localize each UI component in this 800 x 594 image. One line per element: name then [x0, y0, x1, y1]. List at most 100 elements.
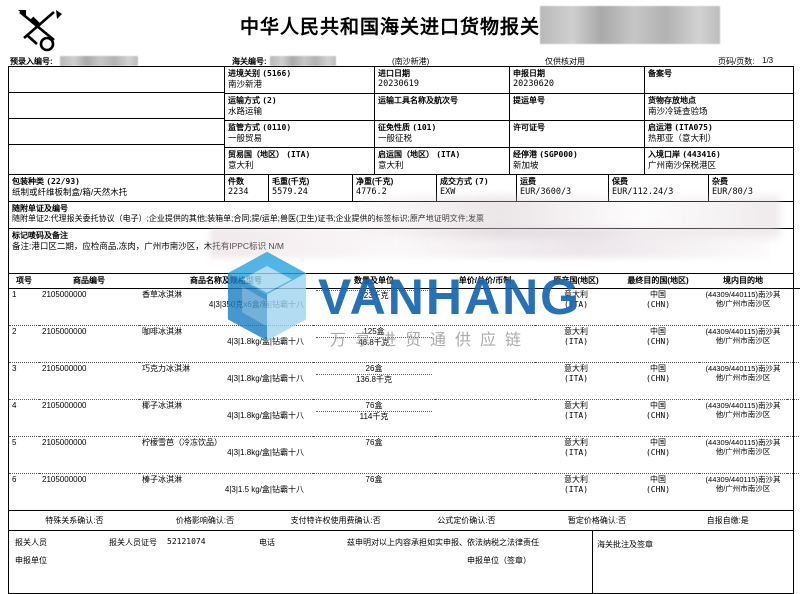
- title-redaction-block: [540, 6, 720, 44]
- col-quantity: 数量及单位: [313, 274, 435, 289]
- sub-header-line: 预录入编号: 海关编号: (南沙新港) 仅供核对用 页码/页数: 1/3: [0, 56, 800, 72]
- insurance-label: 保费: [612, 177, 628, 186]
- cell-exemption: 照章征税(1): [787, 436, 800, 474]
- cell-price: [435, 362, 535, 400]
- misc-charges-cell: 杂费 EUR/80/3: [709, 175, 793, 201]
- net-weight-value: 4776.2: [356, 187, 387, 197]
- declare-date-value: 20230620: [513, 79, 554, 89]
- cell-item-no: 5: [9, 436, 39, 474]
- cell-final-dest: 中国 (CHN): [645, 475, 671, 494]
- trade-country-cell: 贸易国（地区） (ITA) 意大利: [225, 148, 375, 174]
- page-label: 页码/页数:: [718, 57, 755, 66]
- attached-docs-value: 随附单证2:代理报关委托协议（电子）;企业提供的其他;装箱单;合同;提/运单;兽…: [12, 214, 484, 223]
- transit-port-code: (SGP000): [539, 150, 578, 159]
- cell-exemption: 照章征税(1): [787, 362, 800, 400]
- license-no-cell: 许可证号: [510, 121, 645, 147]
- vessel-label: 运输工具名称及航次号: [378, 96, 458, 105]
- pack-type-cell: 包装种类 (22/93) 纸制或纤维板制盒/箱/天然木托: [9, 175, 225, 201]
- cell-quantity: 223千克: [313, 288, 435, 326]
- customs-no-redaction: [270, 56, 336, 66]
- cell-exemption: 照章征税(1): [787, 474, 800, 511]
- cell-origin: 意大利 (ITA): [535, 325, 617, 363]
- cell-quantity: 125盒 46.8千克: [313, 325, 435, 363]
- attached-docs-label: 随附单证及编号: [12, 204, 68, 213]
- entry-port-value: 南沙新港: [228, 79, 263, 89]
- port-note: (南沙新港): [392, 57, 430, 66]
- levy-code: (101): [412, 123, 437, 132]
- import-date-cell: 进口日期 20230619: [375, 67, 510, 93]
- vessel-name-cell: 运输工具名称及航次号: [375, 94, 510, 120]
- transport-mode-value: 水路运输: [228, 106, 263, 116]
- pack-type-code: (22/93): [46, 177, 80, 186]
- cell-price: [435, 474, 535, 511]
- trade-term-label: 成交方式: [440, 177, 472, 186]
- items-header-row: 项号 商品编号 商品名称及规格型号 数量及单位 单价/总价/币制 原产国(地区)…: [9, 274, 800, 289]
- trade-term-cell: 成交方式 (7) EXW: [437, 175, 517, 201]
- cell-final-dest: 中国 (CHN): [617, 399, 699, 437]
- items-table-row: 项号 商品编号 商品名称及规格型号 数量及单位 单价/总价/币制 原产国(地区)…: [9, 274, 800, 511]
- trade-term-value: EXW: [440, 187, 456, 197]
- confirmations-row: 特殊关系确认:否 价格影响确认:否 支付特许权使用费确认:否 公式定价确认:否 …: [9, 511, 793, 531]
- storage-value: 南沙冷链查验场: [648, 106, 708, 116]
- title-bar: 中华人民共和国海关进口货物报关单: [0, 0, 800, 58]
- marks-remarks-cell: 标记唛码及备注 备注:港口区二期，应检商品,冻肉，广州市南沙区，木托有IPPC标…: [9, 229, 793, 273]
- cell-quantity: 76盒: [365, 475, 383, 484]
- entry-port-label: 进境关别: [228, 69, 260, 78]
- cell-item-no: 2: [9, 325, 39, 363]
- header-row-2: 运输方式 (2) 水路运输 运输工具名称及航次号 提运单号 货物存放地点: [225, 94, 793, 121]
- transport-mode-code: (2): [262, 96, 277, 105]
- transport-mode-cell: 运输方式 (2) 水路运输: [225, 94, 375, 120]
- cell-price: [435, 325, 535, 363]
- watermark-blur-band-top: [360, 196, 780, 238]
- packages-label: 件数: [228, 177, 244, 186]
- declaration-unit-label: 申报单位: [15, 556, 47, 565]
- cell-item-no: 4: [9, 399, 39, 437]
- transit-port-label: 经停港: [513, 150, 537, 159]
- cell-price: [435, 436, 535, 474]
- pack-type-value: 纸制或纤维板制盒/箱/天然木托: [12, 187, 128, 197]
- declarant-id-value: 52121074: [167, 537, 206, 546]
- trade-country-code: (ITA): [286, 150, 311, 159]
- table-row: 4 2105000000 椰子冰淇淋 4|3|1.8kg/盒|钻霸十八 76盒 114千克…: [9, 399, 800, 437]
- cell-goods-name: 咖啡冰淇淋 4|3|1.8kg/盒|钻霸十八: [139, 325, 313, 363]
- depart-country-label: 启运国（地区）: [378, 150, 434, 159]
- insurance-value: EUR/112.24/3: [612, 187, 674, 197]
- cell-hs-code: 2105000000: [39, 288, 139, 326]
- items-table-cell: 项号 商品编号 商品名称及规格型号 数量及单位 单价/总价/币制 原产国(地区)…: [9, 274, 800, 510]
- marks-remarks-row: 标记唛码及备注 备注:港口区二期，应检商品,冻肉，广州市南沙区，木托有IPPC标…: [9, 229, 793, 274]
- attached-docs-cell: 随附单证及编号 随附单证2:代理报关委托协议（电子）;企业提供的其他;装箱单;合…: [9, 202, 793, 228]
- production-unit-field: [9, 119, 224, 145]
- confirm-special-relation: 特殊关系确认:否: [45, 516, 104, 525]
- entry-customs-label: 入境口岸: [648, 150, 680, 159]
- net-weight-cell: 净重(千克) 4776.2: [353, 175, 437, 201]
- supervision-code: (0110): [262, 123, 292, 132]
- cell-origin: 意大利 (ITA): [535, 436, 617, 474]
- page-title: 中华人民共和国海关进口货物报关单: [239, 16, 560, 38]
- cell-price: [435, 288, 535, 326]
- levy-nature-cell: 征免性质 (101) 一般征税: [375, 121, 510, 147]
- marks-value: 备注:港口区二期，应检商品,冻肉，广州市南沙区，木托有IPPC标识 N/M: [12, 241, 285, 251]
- cell-final-dest: 中国 (CHN): [617, 436, 699, 474]
- cell-exemption: 照章征税(1): [787, 399, 800, 437]
- col-final-dest: 最终目的国(地区): [617, 274, 699, 289]
- net-weight-label: 净重(千克): [356, 177, 394, 186]
- confirm-self-declaration: 自报自缴:是: [706, 516, 749, 525]
- marks-label: 标记唛码及备注: [12, 231, 68, 240]
- record-no-cell: 备案号: [645, 67, 793, 93]
- header-row-1: 进境关别 (5166) 南沙新港 进口日期 20230619 申报日期 2023…: [225, 67, 793, 94]
- declarant-id-label: 报关人员证号: [109, 538, 157, 547]
- consignor-field: [9, 93, 224, 119]
- confirm-royalty-payment: 支付特许权使用费确认:否: [290, 516, 381, 525]
- items-table-body: 1 2105000000 香草冰淇淋 4|3|350克x6盒/箱|钻霸十八 223千克意…: [9, 288, 800, 511]
- trade-country-value: 意大利: [228, 160, 254, 170]
- entry-port-code: (5166): [262, 69, 292, 78]
- col-exemption: 征免: [787, 274, 800, 289]
- load-port-code: (ITA075): [674, 123, 713, 132]
- cell-final-dest: 中国 (CHN): [617, 288, 699, 326]
- confirm-provisional-price: 暂定价格确认:否: [567, 516, 627, 525]
- cell-item-no: 6: [12, 475, 17, 484]
- levy-value: 一般征税: [378, 133, 413, 143]
- cell-goods-name: 榛子冰淇淋 4|3|1.5 kg/盒|钻霸十八: [142, 475, 304, 494]
- cell-goods-name: 椰子冰淇淋 4|3|1.8kg/盒|钻霸十八: [139, 399, 313, 437]
